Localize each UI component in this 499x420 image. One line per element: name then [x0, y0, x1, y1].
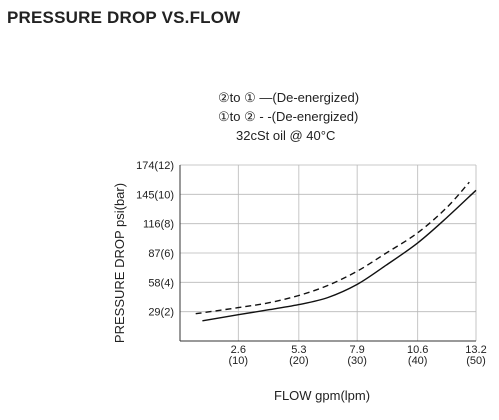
y-axis-label: PRESSURE DROP psi(bar)	[112, 183, 127, 343]
y-tick-label: 116(8)	[143, 219, 174, 231]
legend-condition: 32cSt oil @ 40°C	[236, 128, 336, 143]
grid-lines	[180, 164, 477, 341]
x-tick-labels: 2.6(10) 5.3(20) 7.9(30) 10.6(40) 13.2(50)	[229, 344, 487, 367]
x-axis-label: FLOW gpm(lpm)	[274, 388, 371, 403]
y-tick-label: 58(4)	[148, 277, 174, 289]
x-tick-label: 10.6	[407, 344, 428, 356]
page-title: PRESSURE DROP VS.FLOW	[7, 8, 241, 27]
legend-entry-solid: ②to ① —(De-energized)	[218, 90, 360, 105]
legend-entry-dashed: ①to ② - -(De-energized)	[218, 109, 359, 124]
axes	[179, 165, 476, 342]
x-tick-sublabel: (10)	[229, 355, 249, 367]
x-tick-sublabel: (30)	[347, 355, 367, 367]
x-tick-label: 2.6	[231, 344, 246, 356]
series-lines	[195, 181, 477, 322]
series-line-dashed	[195, 181, 470, 315]
series-line-solid	[202, 189, 477, 322]
x-tick-label: 5.3	[291, 344, 306, 356]
y-tick-label: 87(6)	[148, 248, 174, 260]
x-tick-sublabel: (20)	[289, 355, 309, 367]
y-tick-labels: 29(2) 58(4) 87(6) 116(8) 145(10) 174(12)	[136, 160, 174, 319]
chart-legend: ②to ① —(De-energized) ①to ② - -(De-energ…	[218, 88, 438, 145]
x-tick-label: 13.2	[465, 344, 486, 356]
y-tick-label: 145(10)	[136, 189, 174, 201]
x-tick-sublabel: (40)	[408, 355, 428, 367]
x-tick-label: 7.9	[350, 344, 365, 356]
y-tick-label: 29(2)	[148, 307, 174, 319]
x-tick-sublabel: (50)	[466, 355, 486, 367]
y-tick-label: 174(12)	[136, 160, 174, 172]
